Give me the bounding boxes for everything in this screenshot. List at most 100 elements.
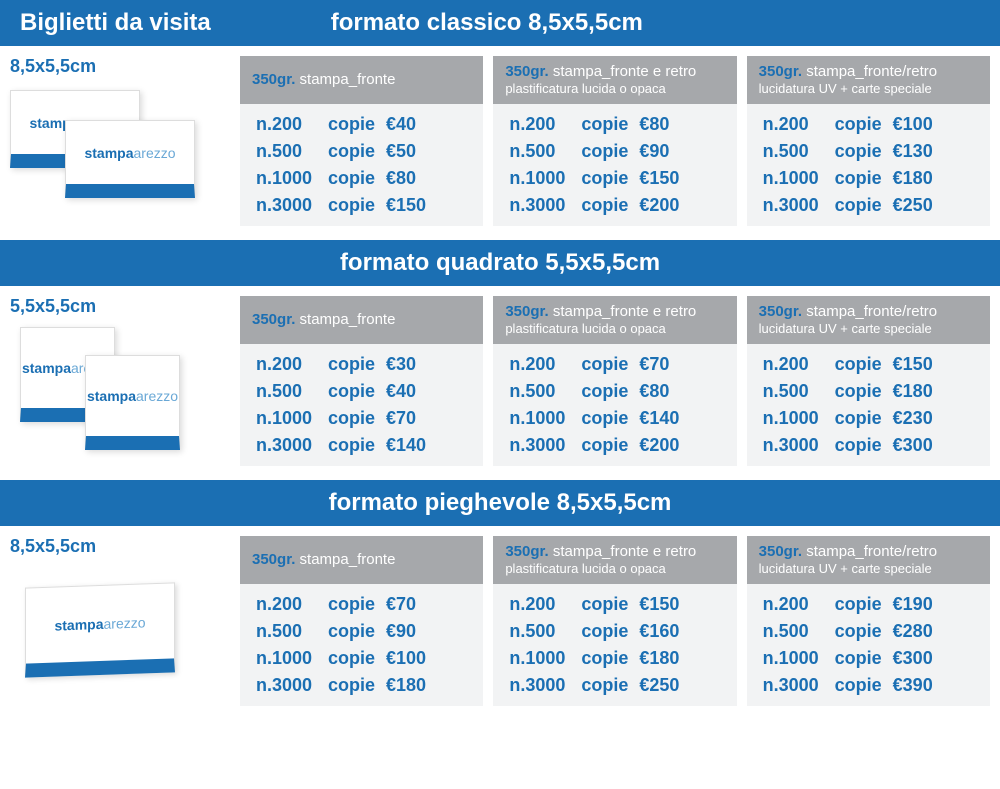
price-row: n.3000copie€140 — [256, 435, 467, 456]
price-row: n.500copie€180 — [763, 381, 974, 402]
copies-label: copie — [835, 141, 893, 162]
quantity: n.1000 — [763, 168, 835, 189]
price-list: n.200copie€150n.500copie€160n.1000copie€… — [493, 584, 736, 706]
quantity: n.500 — [763, 381, 835, 402]
quantity: n.3000 — [763, 675, 835, 696]
section-body: 8,5x5,5cmstampaarezzostampaarezzo350gr. … — [0, 46, 1000, 240]
price: €140 — [639, 408, 679, 429]
copies-label: copie — [581, 354, 639, 375]
quantity: n.500 — [763, 621, 835, 642]
copies-label: copie — [835, 435, 893, 456]
quantity: n.500 — [509, 141, 581, 162]
size-label: 5,5x5,5cm — [10, 296, 230, 317]
price-column: 350gr. stampa_fronte e retroplastificatu… — [493, 296, 736, 466]
price-row: n.1000copie€140 — [509, 408, 720, 429]
price: €70 — [639, 354, 669, 375]
price-row: n.200copie€70 — [509, 354, 720, 375]
left-column: 5,5x5,5cm stampaarezzostampaarezzo — [10, 296, 230, 466]
price: €50 — [386, 141, 416, 162]
weight-label: 350gr. — [252, 71, 295, 88]
price-list: n.200copie€30n.500copie€40n.1000copie€70… — [240, 344, 483, 466]
price-row: n.1000copie€70 — [256, 408, 467, 429]
print-type: stampa_fronte/retro — [802, 543, 937, 560]
quantity: n.200 — [509, 594, 581, 615]
price-row: n.3000copie€200 — [509, 195, 720, 216]
quantity: n.500 — [509, 621, 581, 642]
column-header: 350gr. stampa_fronte — [240, 56, 483, 104]
price-list: n.200copie€190n.500copie€280n.1000copie€… — [747, 584, 990, 706]
copies-label: copie — [328, 675, 386, 696]
size-label: 8,5x5,5cm — [10, 536, 230, 557]
price-column: 350gr. stampa_fronten.200copie€30n.500co… — [240, 296, 483, 466]
price-row: n.200copie€40 — [256, 114, 467, 135]
quantity: n.500 — [256, 141, 328, 162]
price-row: n.1000copie€180 — [763, 168, 974, 189]
format-label: formato classico 8,5x5,5cm — [331, 9, 643, 37]
price-row: n.500copie€280 — [763, 621, 974, 642]
quantity: n.200 — [509, 114, 581, 135]
price: €180 — [893, 168, 933, 189]
price-list: n.200copie€80n.500copie€90n.1000copie€15… — [493, 104, 736, 226]
price-row: n.200copie€80 — [509, 114, 720, 135]
card-illustration: stampaarezzo — [10, 565, 210, 695]
print-type: stampa_fronte e retro — [549, 63, 697, 80]
price-row: n.500copie€160 — [509, 621, 720, 642]
print-sub: lucidatura UV + carte speciale — [759, 321, 978, 337]
copies-label: copie — [835, 195, 893, 216]
column-header: 350gr. stampa_fronte/retrolucidatura UV … — [747, 56, 990, 104]
quantity: n.200 — [763, 114, 835, 135]
price: €250 — [639, 675, 679, 696]
price: €180 — [639, 648, 679, 669]
price-list: n.200copie€40 n.500copie€50 n.1000copie€80… — [240, 104, 483, 226]
quantity: n.3000 — [509, 675, 581, 696]
copies-label: copie — [581, 408, 639, 429]
weight-label: 350gr. — [252, 311, 295, 328]
quantity: n.1000 — [763, 648, 835, 669]
price: €390 — [893, 675, 933, 696]
price-row: n.1000copie€150 — [509, 168, 720, 189]
copies-label: copie — [835, 381, 893, 402]
price-row: n.3000copie€390 — [763, 675, 974, 696]
price: €150 — [639, 594, 679, 615]
copies-label: copie — [835, 621, 893, 642]
copies-label: copie — [328, 381, 386, 402]
price-column: 350gr. stampa_fronte e retroplastificatu… — [493, 56, 736, 226]
price-column: 350gr. stampa_fronte/retrolucidatura UV … — [747, 536, 990, 706]
quantity: n.500 — [256, 381, 328, 402]
weight-label: 350gr. — [505, 543, 548, 560]
weight-label: 350gr. — [505, 303, 548, 320]
quantity: n.200 — [763, 594, 835, 615]
price-row: n.500copie€50 — [256, 141, 467, 162]
price: €100 — [386, 648, 426, 669]
quantity: n.1000 — [509, 168, 581, 189]
price: €200 — [639, 435, 679, 456]
left-column: 8,5x5,5cm stampaarezzo — [10, 536, 230, 706]
quantity: n.3000 — [509, 195, 581, 216]
quantity: n.3000 — [509, 435, 581, 456]
copies-label: copie — [328, 114, 386, 135]
price-list: n.200copie€70n.500copie€90n.1000copie€10… — [240, 584, 483, 706]
page-title: Biglietti da visita — [20, 9, 211, 37]
quantity: n.1000 — [509, 648, 581, 669]
print-sub: plastificatura lucida o opaca — [505, 81, 724, 97]
copies-label: copie — [835, 114, 893, 135]
copies-label: copie — [328, 408, 386, 429]
price: €280 — [893, 621, 933, 642]
column-header: 350gr. stampa_fronte e retroplastificatu… — [493, 296, 736, 344]
quantity: n.200 — [256, 114, 328, 135]
card-illustration: stampaarezzostampaarezzo — [10, 325, 210, 455]
price-row: n.1000copie€80 — [256, 168, 467, 189]
price-column: 350gr. stampa_fronte n.200copie€40 n.500co… — [240, 56, 483, 226]
quantity: n.3000 — [763, 435, 835, 456]
price-row: n.200copie€150 — [763, 354, 974, 375]
copies-label: copie — [328, 594, 386, 615]
weight-label: 350gr. — [252, 551, 295, 568]
copies-label: copie — [581, 648, 639, 669]
price-row: n.500copie€80 — [509, 381, 720, 402]
print-type: stampa_fronte — [295, 551, 395, 568]
quantity: n.1000 — [256, 408, 328, 429]
price: €80 — [386, 168, 416, 189]
price: €90 — [386, 621, 416, 642]
price-row: n.3000copie€150 — [256, 195, 467, 216]
copies-label: copie — [835, 594, 893, 615]
